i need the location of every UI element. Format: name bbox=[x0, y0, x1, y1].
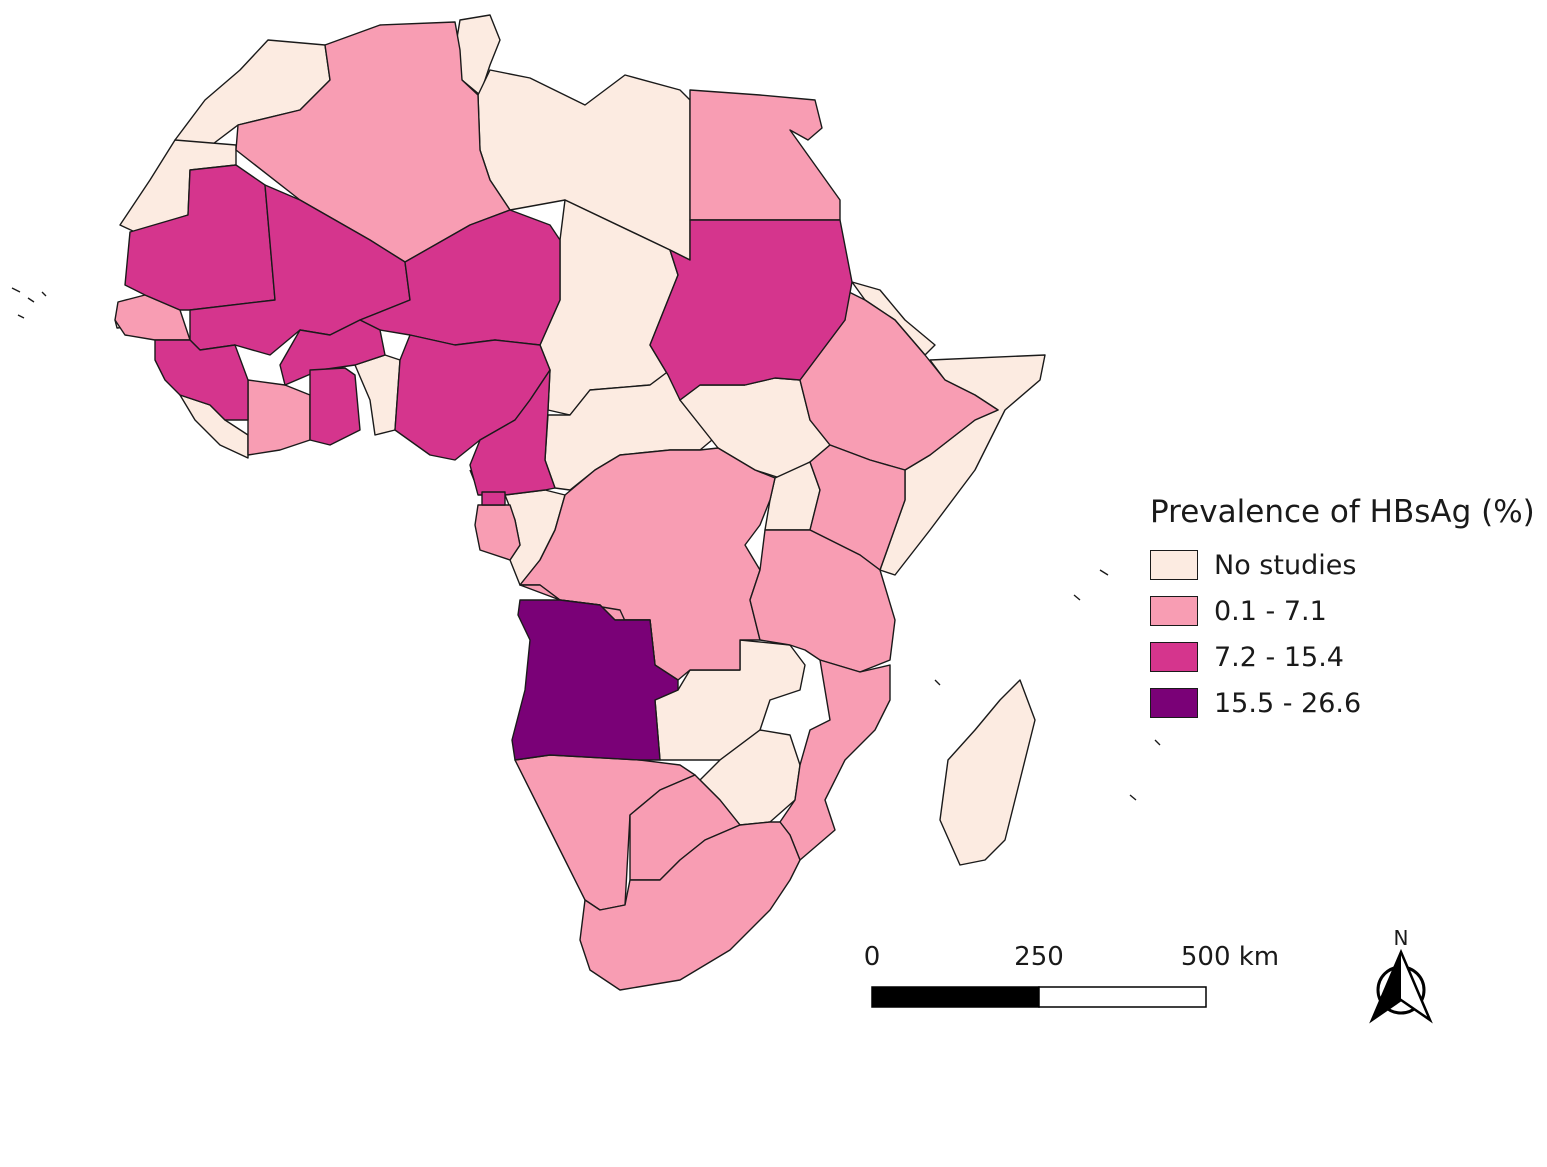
country-south-africa bbox=[579, 821, 801, 991]
legend-item-class-2: 7.2 - 15.4 bbox=[1150, 634, 1535, 680]
scale-label-500: 500 km bbox=[1181, 942, 1279, 972]
country-egypt bbox=[689, 89, 841, 221]
scale-bar: 0 250 500 km bbox=[864, 942, 1279, 1008]
scale-label-250: 250 bbox=[1014, 942, 1064, 972]
legend-label: 7.2 - 15.4 bbox=[1214, 641, 1344, 673]
legend-label: 0.1 - 7.1 bbox=[1214, 595, 1327, 627]
country-guinea bbox=[154, 339, 249, 421]
country-madagascar bbox=[939, 679, 1036, 866]
coastline-islands bbox=[11, 287, 1161, 801]
country-mozambique bbox=[779, 659, 891, 861]
country-ivory-coast bbox=[247, 379, 311, 456]
legend-swatch bbox=[1150, 688, 1198, 718]
legend-label: No studies bbox=[1214, 549, 1357, 581]
north-arrow-icon: N bbox=[1369, 926, 1433, 1024]
legend-item-class-3: 15.5 - 26.6 bbox=[1150, 680, 1535, 726]
country-ghana bbox=[309, 367, 361, 446]
north-label: N bbox=[1394, 926, 1409, 950]
country-equatorial-guinea bbox=[481, 491, 506, 506]
legend-label: 15.5 - 26.6 bbox=[1214, 687, 1362, 719]
country-togo-benin bbox=[354, 354, 401, 436]
country-sudan bbox=[649, 219, 853, 401]
legend: Prevalence of HBsAg (%) No studies 0.1 -… bbox=[1150, 494, 1535, 726]
country-gabon bbox=[474, 504, 521, 561]
scale-label-0: 0 bbox=[864, 942, 881, 972]
legend-swatch bbox=[1150, 642, 1198, 672]
country-angola bbox=[511, 599, 679, 761]
legend-swatch bbox=[1150, 550, 1198, 580]
legend-swatch bbox=[1150, 596, 1198, 626]
legend-item-no-studies: No studies bbox=[1150, 542, 1535, 588]
country-kenya bbox=[809, 444, 906, 571]
legend-title: Prevalence of HBsAg (%) bbox=[1150, 494, 1535, 530]
country-burkina-faso bbox=[279, 319, 386, 386]
legend-item-class-1: 0.1 - 7.1 bbox=[1150, 588, 1535, 634]
